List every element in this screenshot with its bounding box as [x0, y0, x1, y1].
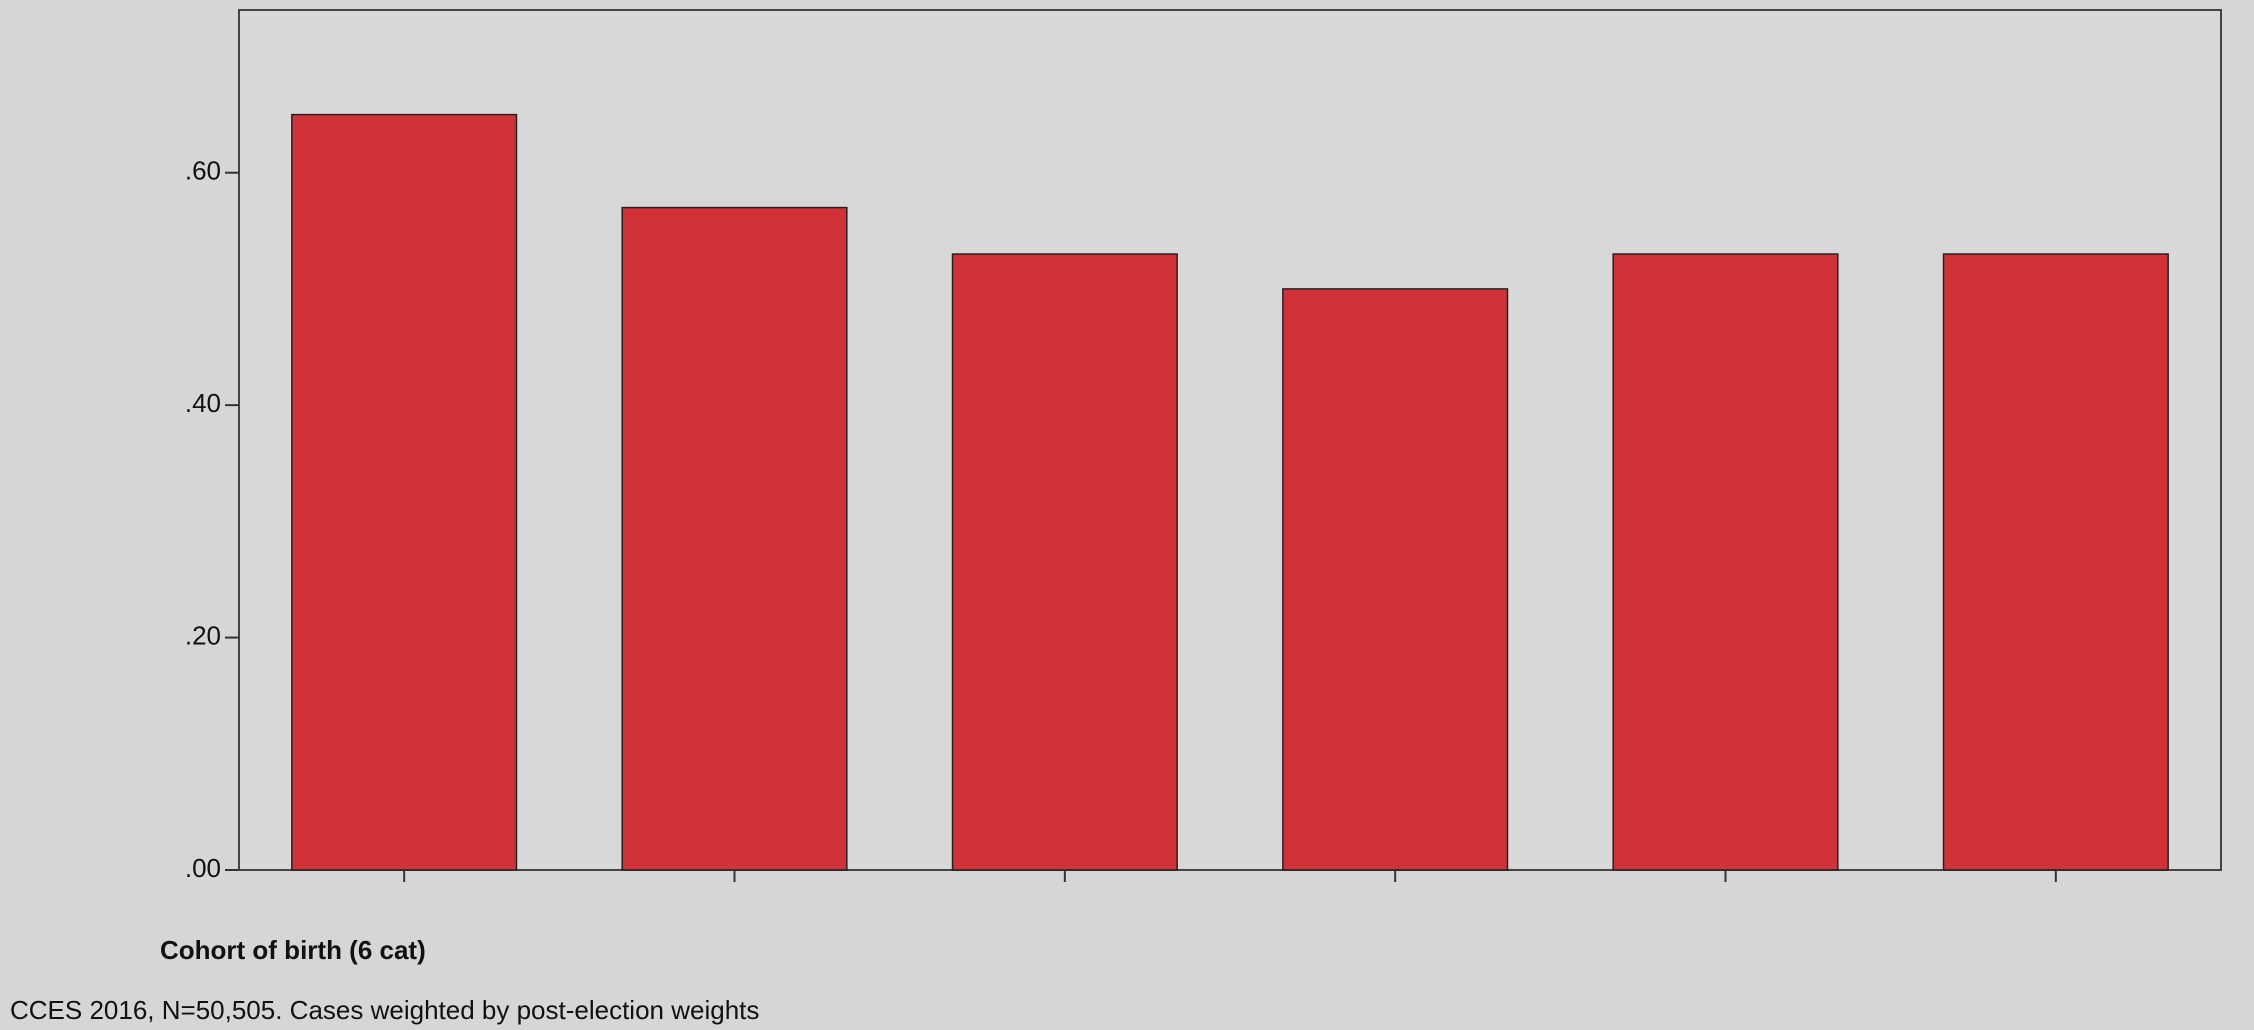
bar: [1282, 288, 1509, 871]
y-tick-label: .00: [185, 853, 221, 883]
y-tick-label: .60: [185, 156, 221, 186]
x-axis-title: Cohort of birth (6 cat): [160, 935, 426, 965]
bar: [951, 253, 1178, 871]
y-tick-label: .40: [185, 388, 221, 418]
y-tick-label: .20: [185, 620, 221, 650]
bar: [1942, 253, 2169, 871]
bar: [291, 113, 518, 871]
bar: [621, 206, 848, 871]
footnote: CCES 2016, N=50,505. Cases weighted by p…: [10, 995, 759, 1025]
bar: [1612, 253, 1839, 871]
plot-frame: [238, 9, 2222, 871]
